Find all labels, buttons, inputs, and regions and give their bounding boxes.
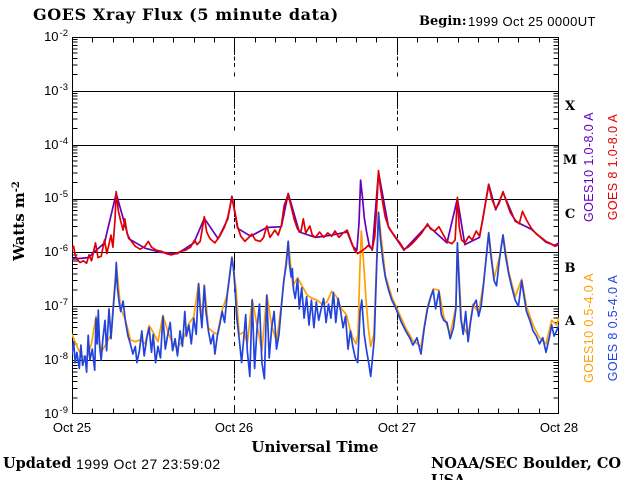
legend-goes10-short: GOES10 0.5-4.0 A bbox=[582, 273, 596, 383]
y-tick-label: 10-6 bbox=[44, 243, 68, 259]
page-title: GOES Xray Flux (5 minute data) bbox=[33, 5, 339, 24]
y-tick-label: 10-5 bbox=[44, 189, 68, 205]
x-tick-label: Oct 27 bbox=[377, 420, 417, 435]
flare-class-x: X bbox=[564, 99, 576, 114]
x-axis-label: Universal Time bbox=[251, 438, 379, 456]
y-tick-label: 10-8 bbox=[44, 351, 68, 367]
x-tick-label: Oct 28 bbox=[539, 420, 579, 435]
x-tick-label: Oct 26 bbox=[214, 420, 254, 435]
y-tick-label: 10-2 bbox=[44, 28, 68, 44]
flare-class-b: B bbox=[564, 261, 576, 276]
y-tick-label: 10-4 bbox=[44, 136, 68, 152]
xray-flux-plot bbox=[72, 37, 559, 414]
y-axis-label: Watts m-2 bbox=[10, 181, 28, 261]
legend-goes10-long: GOES10 1.0-8.0 A bbox=[582, 112, 596, 222]
begin-label: Begin: bbox=[419, 14, 467, 29]
legend-goes8-short: GOES 8 0.5-4.0 A bbox=[606, 274, 620, 382]
flare-class-c: C bbox=[564, 207, 576, 222]
updated-timestamp: 1999 Oct 27 23:59:02 bbox=[76, 456, 221, 472]
flare-class-a: A bbox=[564, 314, 576, 329]
source-attribution: NOAA/SEC Boulder, CO USA bbox=[431, 455, 621, 480]
series-goes-8-1-0-8-0-a bbox=[72, 169, 559, 265]
series-goes10-0-5-4-0-a bbox=[72, 211, 559, 359]
y-tick-label: 10-7 bbox=[44, 297, 68, 313]
updated-label: Updated bbox=[3, 455, 72, 472]
legend-goes8-long: GOES 8 1.0-8.0 A bbox=[606, 113, 620, 221]
x-tick-label: Oct 25 bbox=[52, 420, 92, 435]
flare-class-m: M bbox=[562, 153, 578, 168]
begin-value: 1999 Oct 25 0000UT bbox=[468, 14, 596, 29]
series-goes-8-0-5-4-0-a bbox=[72, 211, 559, 380]
y-tick-label: 10-3 bbox=[44, 82, 68, 98]
y-tick-label: 10-9 bbox=[44, 405, 68, 421]
